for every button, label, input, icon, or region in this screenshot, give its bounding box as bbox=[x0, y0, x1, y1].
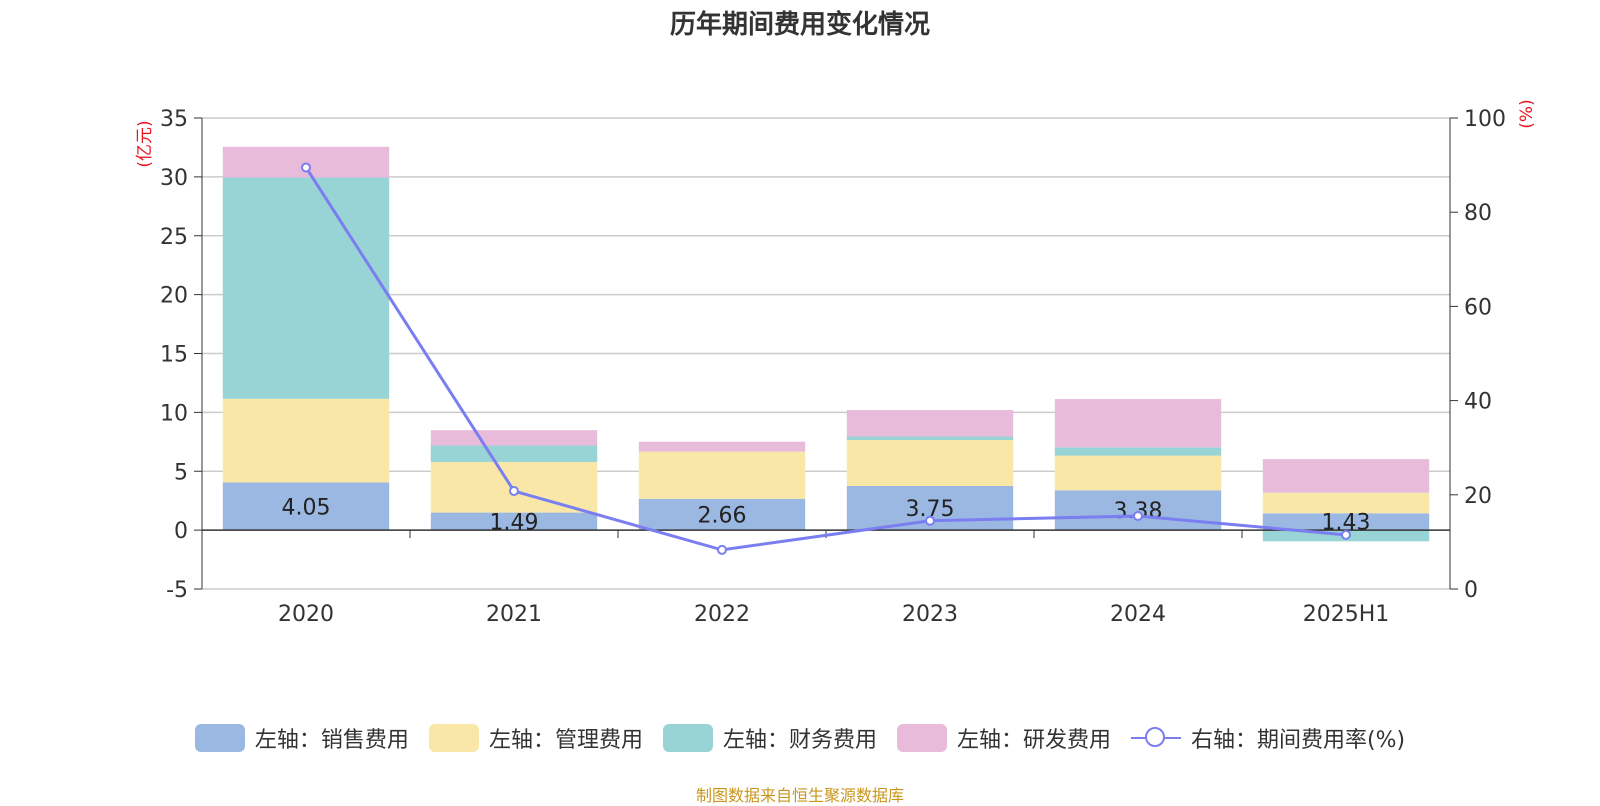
expense-rate-point[interactable] bbox=[509, 486, 519, 497]
legend-swatch-sales bbox=[194, 724, 245, 752]
expense-rate-point[interactable] bbox=[1133, 510, 1143, 521]
bar-segment-1-2025H1[interactable] bbox=[1262, 492, 1430, 514]
legend-label-admin: 左轴：管理费用 bbox=[488, 728, 643, 753]
legend-item-sales[interactable]: 左轴：销售费用 bbox=[194, 722, 409, 754]
expense-rate-point[interactable] bbox=[1341, 529, 1351, 540]
legend-label-sales: 左轴：销售费用 bbox=[254, 728, 409, 753]
data-label: 4.05 bbox=[282, 495, 331, 520]
y-left-tick-label: 10 bbox=[160, 401, 188, 426]
y-left-tick-label: -5 bbox=[166, 578, 188, 603]
y-left-tick-label: 25 bbox=[160, 225, 188, 250]
bar-segment-0-2024[interactable] bbox=[1054, 490, 1222, 531]
chart-title: 历年期间费用变化情况 bbox=[669, 10, 930, 40]
chart-plot: -5 0 5 10 15 20 25 30 35 0 20 40 60 80 100 (亿元) (%) 2020 2… bbox=[135, 99, 1537, 627]
y-right-tick-label: 40 bbox=[1464, 390, 1492, 415]
bar-segment-0-2022[interactable] bbox=[638, 498, 806, 531]
bar-segment-2-2023[interactable] bbox=[846, 436, 1014, 441]
x-tick-label: 2021 bbox=[486, 602, 542, 627]
legend-item-admin[interactable]: 左轴：管理费用 bbox=[428, 722, 643, 754]
y-left-tick-label: 0 bbox=[174, 519, 188, 544]
expense-rate-point[interactable] bbox=[925, 515, 935, 526]
bar-segment-3-2024[interactable] bbox=[1054, 399, 1222, 448]
legend-item-rnd[interactable]: 左轴：研发费用 bbox=[896, 722, 1111, 754]
legend-line-marker-icon bbox=[1130, 724, 1181, 752]
bar-segment-3-2025H1[interactable] bbox=[1262, 459, 1430, 493]
y-left-tick-label: 15 bbox=[160, 343, 188, 368]
y-right-tick-label: 80 bbox=[1464, 201, 1492, 226]
chart-legend: 左轴：销售费用 左轴：管理费用 左轴：财务费用 左轴：研发费用 右轴：期间费用率… bbox=[0, 722, 1600, 754]
y-right-tick-label: 100 bbox=[1464, 107, 1506, 132]
x-tick-label: 2022 bbox=[694, 602, 750, 627]
bar-segment-2-2021[interactable] bbox=[430, 445, 598, 462]
legend-swatch-admin bbox=[428, 724, 479, 752]
x-tick-label: 2024 bbox=[1110, 602, 1166, 627]
bar-segment-3-2023[interactable] bbox=[846, 410, 1014, 437]
y-right-tick-label: 0 bbox=[1464, 578, 1478, 603]
expense-rate-point[interactable] bbox=[717, 544, 727, 555]
bar-segment-3-2020[interactable] bbox=[222, 146, 390, 178]
legend-label-rnd: 左轴：研发费用 bbox=[956, 728, 1111, 753]
bar-segment-1-2023[interactable] bbox=[846, 440, 1014, 486]
y-left-tick-label: 5 bbox=[174, 460, 188, 485]
source-note: 制图数据来自恒生聚源数据库 bbox=[695, 786, 904, 805]
bar-segment-2-2024[interactable] bbox=[1054, 447, 1222, 456]
y-left-tick-label: 35 bbox=[160, 107, 188, 132]
legend-label-expense-rate: 右轴：期间费用率(%) bbox=[1190, 728, 1406, 753]
x-tick-label: 2025H1 bbox=[1303, 602, 1390, 627]
y-right-tick-label: 60 bbox=[1464, 295, 1492, 320]
bar-segment-3-2022[interactable] bbox=[638, 441, 806, 452]
x-tick-label: 2023 bbox=[902, 602, 958, 627]
legend-label-finance: 左轴：财务费用 bbox=[722, 728, 877, 753]
y-right-unit-label: (%) bbox=[1517, 99, 1537, 128]
bar-segment-1-2020[interactable] bbox=[222, 398, 390, 483]
bar-segment-0-2021[interactable] bbox=[430, 512, 598, 531]
legend-item-expense-rate[interactable]: 右轴：期间费用率(%) bbox=[1130, 722, 1406, 754]
legend-swatch-rnd bbox=[896, 724, 947, 752]
legend-swatch-finance bbox=[662, 724, 713, 752]
bar-segment-0-2020[interactable] bbox=[222, 482, 390, 531]
x-tick-label: 2020 bbox=[278, 602, 334, 627]
bar-segment-1-2022[interactable] bbox=[638, 451, 806, 499]
bar-segment-1-2024[interactable] bbox=[1054, 455, 1222, 491]
bar-segment-3-2021[interactable] bbox=[430, 430, 598, 446]
y-left-tick-label: 20 bbox=[160, 284, 188, 309]
legend-item-finance[interactable]: 左轴：财务费用 bbox=[662, 722, 877, 754]
expense-rate-line bbox=[304, 166, 1347, 552]
bar-segment-0-2025H1[interactable] bbox=[1262, 513, 1430, 531]
bar-segment-2-2020[interactable] bbox=[222, 177, 390, 399]
expense-rate-point[interactable] bbox=[301, 162, 311, 173]
data-label: 2.66 bbox=[698, 503, 747, 528]
y-left-tick-label: 30 bbox=[160, 166, 188, 191]
data-label: 1.49 bbox=[490, 510, 539, 535]
y-right-tick-label: 20 bbox=[1464, 484, 1492, 509]
y-left-unit-label: (亿元) bbox=[135, 120, 155, 167]
